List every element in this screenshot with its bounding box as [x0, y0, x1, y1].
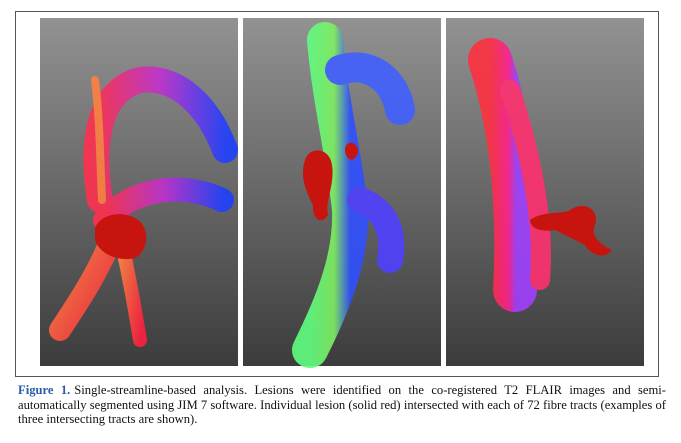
tract-right: [468, 38, 551, 312]
figure-caption: Figure 1. Single-streamline-based analysi…: [18, 383, 666, 427]
caption-text: Single-streamline-based analysis. Lesion…: [18, 383, 666, 427]
lesion-right: [530, 205, 612, 256]
lesion-middle-2: [345, 142, 358, 160]
lesion-middle-1: [302, 150, 333, 221]
tract-middle: [292, 22, 415, 368]
figure-frame: [15, 11, 659, 377]
figure-label: Figure 1.: [18, 383, 71, 397]
figure-image: [40, 18, 644, 368]
lesion-left: [95, 214, 147, 260]
